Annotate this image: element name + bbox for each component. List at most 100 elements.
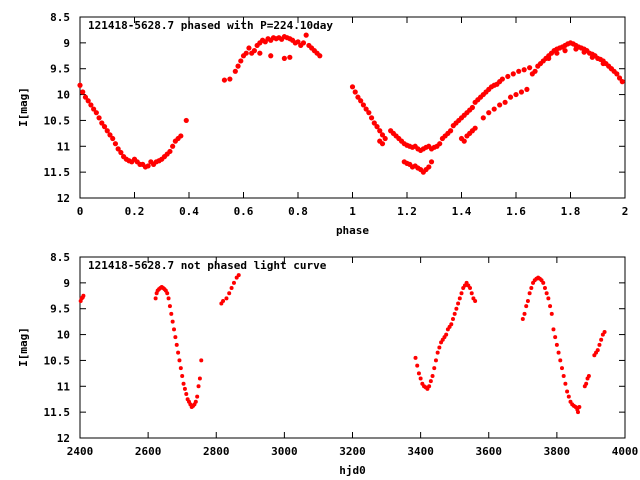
data-point — [91, 106, 97, 112]
y-tick-label: 8.5 — [50, 11, 70, 24]
data-point — [563, 381, 568, 386]
data-point — [112, 141, 119, 147]
data-point — [553, 335, 558, 340]
data-point — [257, 50, 263, 56]
data-point — [145, 163, 151, 169]
data-point — [197, 376, 202, 381]
data-point — [165, 291, 170, 296]
data-point — [614, 71, 620, 77]
data-point — [195, 394, 200, 399]
x-tick-label: 1.4 — [452, 205, 472, 218]
data-point — [532, 68, 538, 74]
data-point — [502, 99, 508, 105]
data-point — [355, 94, 361, 100]
data-point — [456, 301, 461, 306]
x-tick-label: 2800 — [203, 445, 230, 458]
x-tick-label: 1.2 — [397, 205, 417, 218]
data-point — [317, 53, 323, 59]
data-point — [180, 373, 185, 378]
data-point — [368, 115, 375, 121]
data-point — [101, 124, 108, 130]
y-tick-label: 9.5 — [50, 63, 70, 76]
data-point — [527, 65, 533, 71]
data-point — [170, 319, 175, 324]
data-point — [427, 384, 432, 389]
data-point — [546, 296, 551, 301]
data-point — [450, 317, 455, 322]
data-point — [352, 89, 358, 95]
data-point — [231, 280, 236, 285]
x-tick-label: 2600 — [135, 445, 162, 458]
data-point — [377, 128, 383, 134]
data-point — [221, 298, 226, 303]
data-point — [577, 404, 582, 409]
data-point — [303, 32, 309, 38]
data-point — [199, 358, 204, 363]
data-point — [600, 60, 606, 67]
data-point — [85, 98, 91, 104]
data-point — [589, 54, 595, 60]
data-point — [379, 132, 386, 138]
data-point — [99, 120, 105, 126]
data-point — [104, 128, 110, 134]
x-tick-label: 0.8 — [288, 205, 308, 218]
data-point — [360, 102, 366, 108]
data-point — [281, 55, 287, 61]
data-point — [229, 286, 234, 291]
data-point — [224, 296, 229, 301]
data-point — [221, 77, 228, 83]
x-tick-label: 1.8 — [561, 205, 581, 218]
data-point — [358, 98, 364, 104]
data-point — [461, 138, 467, 144]
data-point — [243, 50, 249, 56]
unphased-light-curve-panel: 2400 2600 2800 3000 3200 3400 3600 3800 4000 8.5 9… — [17, 251, 638, 477]
data-point — [300, 40, 307, 46]
data-point — [227, 76, 233, 82]
data-point — [437, 141, 443, 147]
x-tick-label: 2 — [622, 205, 629, 218]
data-point — [167, 304, 172, 309]
y-tick-label: 11.5 — [44, 406, 71, 419]
data-point — [516, 68, 522, 74]
data-point — [584, 381, 589, 386]
data-point — [181, 381, 186, 386]
data-point — [178, 133, 184, 139]
data-point — [554, 342, 559, 347]
data-point — [374, 124, 380, 130]
data-point — [88, 102, 94, 108]
data-point — [428, 159, 435, 165]
data-point — [602, 329, 607, 334]
data-point — [426, 164, 432, 170]
data-point — [595, 348, 600, 353]
data-point — [169, 311, 174, 316]
data-point — [554, 50, 560, 56]
data-point — [559, 366, 564, 371]
data-point — [575, 410, 580, 415]
data-point — [616, 75, 623, 81]
data-point — [486, 110, 492, 116]
x-axis-label: phase — [336, 224, 369, 237]
data-point — [581, 49, 587, 55]
y-tick-label: 9 — [63, 277, 70, 290]
data-point — [505, 73, 511, 80]
y-tick-label: 10.5 — [44, 114, 71, 127]
data-point — [448, 128, 454, 134]
y-tick-label: 9 — [63, 37, 70, 50]
data-point — [599, 337, 604, 342]
x-tick-label: 3600 — [476, 445, 503, 458]
data-point — [428, 379, 433, 384]
data-point — [80, 89, 86, 95]
data-point — [251, 48, 257, 54]
data-point — [153, 296, 158, 301]
x-tick-label: 1 — [349, 205, 356, 218]
data-point — [556, 350, 561, 355]
data-point — [510, 71, 516, 77]
data-point — [437, 345, 442, 350]
data-point — [170, 143, 176, 149]
data-point — [521, 67, 527, 73]
data-point — [379, 141, 386, 147]
data-point — [562, 48, 568, 54]
data-point — [93, 110, 99, 116]
data-point — [546, 55, 552, 61]
